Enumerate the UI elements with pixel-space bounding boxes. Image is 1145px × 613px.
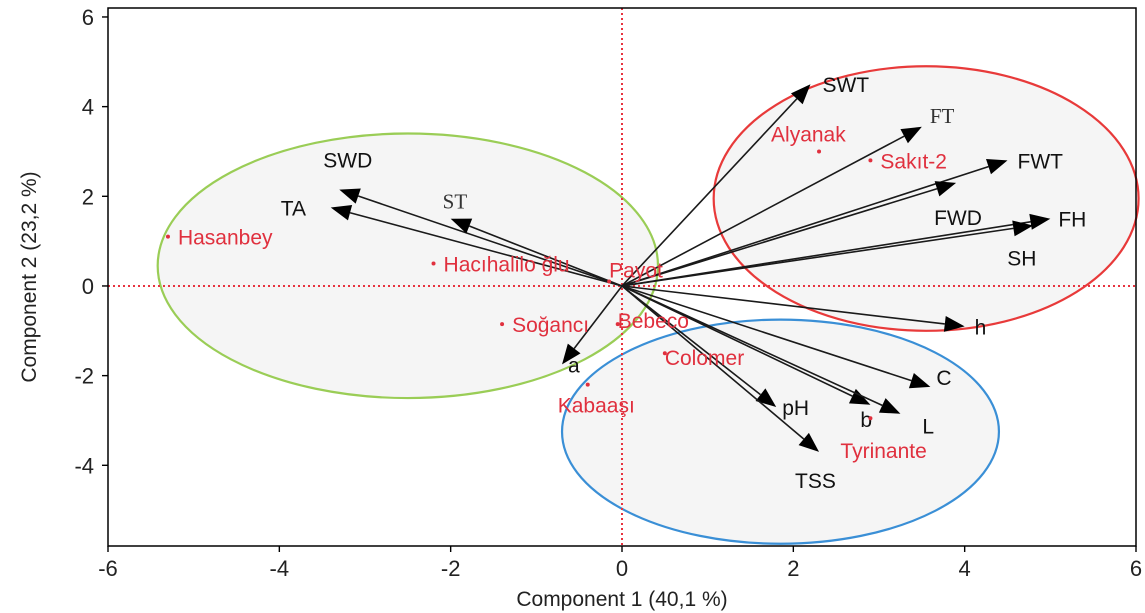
loading-label-c: C bbox=[936, 367, 951, 390]
loading-label-fwd: FWD bbox=[934, 207, 982, 230]
loading-vector-swt: SWT bbox=[621, 74, 869, 287]
observation-hac-halilo-lu: Hacıhalilo ğlu bbox=[431, 254, 570, 277]
x-tick-label: 6 bbox=[1130, 556, 1142, 581]
loading-label-h: h bbox=[975, 316, 987, 339]
observation-alyanak: Alyanak bbox=[771, 123, 846, 154]
x-tick-label: -4 bbox=[270, 556, 290, 581]
loading-label-st: ST bbox=[443, 190, 468, 214]
y-tick-label: 2 bbox=[82, 184, 94, 209]
observation-label: Hacıhalilo ğlu bbox=[444, 254, 570, 277]
observation-bebeco: Bebeco bbox=[615, 310, 689, 333]
loading-label-ph: pH bbox=[782, 397, 809, 420]
loading-vector-ft: FT bbox=[621, 104, 955, 287]
loading-label-b: b bbox=[860, 409, 872, 432]
y-tick-label: 6 bbox=[82, 5, 94, 30]
loading-vector-swd: SWD bbox=[323, 150, 623, 287]
loading-label-fwt: FWT bbox=[1018, 150, 1064, 173]
observation-label: Colomer bbox=[665, 347, 744, 370]
observation-points: Hasanbey Hacıhalilo ğlu Payot Soğancı Bebeco… bbox=[165, 123, 947, 463]
loading-vector-a: a bbox=[562, 285, 623, 377]
loading-vector-st: ST bbox=[443, 190, 623, 287]
cluster-ellipse-green bbox=[156, 132, 660, 400]
cluster-ellipses bbox=[156, 65, 1140, 545]
y-tick-label: 0 bbox=[82, 274, 94, 299]
x-tick-label: -6 bbox=[98, 556, 118, 581]
loading-label-ta: TA bbox=[281, 198, 306, 221]
loading-label-sh: SH bbox=[1007, 247, 1036, 270]
x-axis-title: Component 1 (40,1 %) bbox=[516, 588, 727, 611]
loading-label-fh: FH bbox=[1058, 209, 1086, 232]
x-tick-label: 0 bbox=[616, 556, 628, 581]
axis-ticks: -6 -4 -2 0 2 4 6 6 4 2 0 -2 -4 bbox=[74, 5, 1142, 581]
observation-sak-t-2: Sakıt-2 bbox=[868, 150, 947, 173]
loading-vector-tss: TSS bbox=[621, 285, 836, 493]
observation-label: Hasanbey bbox=[178, 227, 273, 250]
observation-label: Kabaaşı bbox=[558, 395, 635, 418]
observation-label: Payot bbox=[609, 259, 663, 282]
loading-label-a: a bbox=[568, 354, 580, 377]
y-axis-title: Component 2 (23,2 %) bbox=[18, 171, 41, 382]
loading-vector-l: L bbox=[621, 285, 934, 439]
loading-label-ft: FT bbox=[930, 104, 955, 128]
y-tick-label: -4 bbox=[74, 453, 94, 478]
observation-so-anc-: Soğancı bbox=[500, 314, 589, 337]
observation-label: Bebeco bbox=[618, 310, 689, 333]
cluster-ellipse-blue bbox=[560, 318, 1001, 545]
observation-colomer: Colomer bbox=[662, 347, 744, 370]
loading-label-l: L bbox=[922, 416, 934, 439]
loading-vector-ta: TA bbox=[281, 198, 623, 287]
observation-tyrinante: Tyrinante bbox=[840, 416, 927, 463]
loading-vector-c: C bbox=[621, 285, 952, 390]
observation-kabaa-: Kabaaşı bbox=[558, 382, 635, 418]
observation-payot: Payot bbox=[607, 259, 663, 284]
loading-vector-sh: SH bbox=[621, 220, 1036, 287]
observation-label: Soğancı bbox=[512, 314, 589, 337]
loading-label-tss: TSS bbox=[795, 470, 836, 493]
observation-label: Alyanak bbox=[771, 123, 846, 146]
loading-vector-fwd: FWD bbox=[621, 181, 982, 287]
observation-label: Sakıt-2 bbox=[880, 150, 947, 173]
x-tick-label: 4 bbox=[959, 556, 971, 581]
loading-vector-h: h bbox=[621, 285, 987, 339]
reference-lines bbox=[108, 8, 1136, 546]
y-tick-label: -2 bbox=[74, 364, 94, 389]
loading-vector-fwt: FWT bbox=[621, 150, 1064, 287]
loading-label-swt: SWT bbox=[822, 74, 869, 97]
loading-label-swd: SWD bbox=[323, 150, 372, 173]
observation-label: Tyrinante bbox=[840, 440, 926, 463]
x-tick-label: 2 bbox=[787, 556, 799, 581]
y-tick-label: 4 bbox=[82, 95, 94, 120]
loading-vector-ph: pH bbox=[621, 285, 809, 420]
cluster-ellipse-red bbox=[712, 65, 1140, 332]
loading-arrows: SWT FT FWT FWD FH SH SWD TA ST a h Cb LpH TSS bbox=[281, 74, 1087, 493]
x-tick-label: -2 bbox=[441, 556, 461, 581]
observation-hasanbey: Hasanbey bbox=[165, 227, 273, 250]
